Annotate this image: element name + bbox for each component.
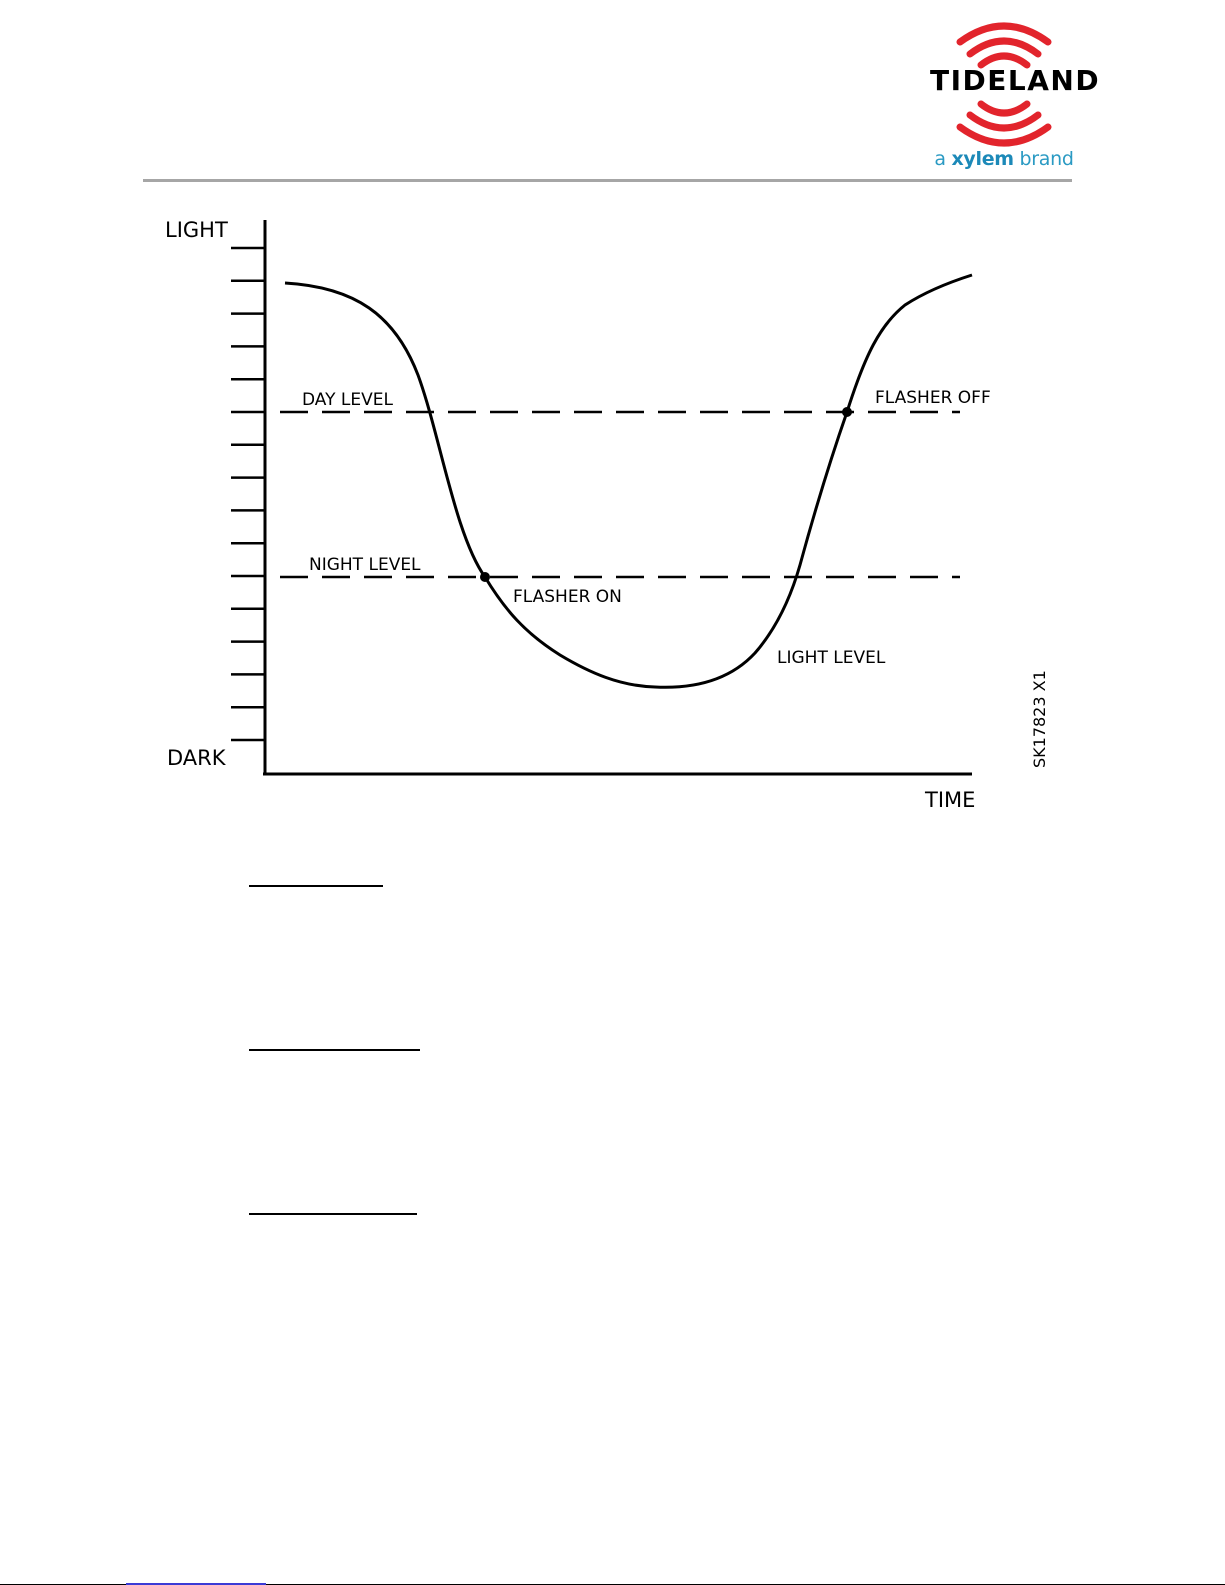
light-level-label: LIGHT LEVEL (777, 648, 886, 668)
brand-tagline: a xylem brand (930, 148, 1078, 170)
day-level-label: DAY LEVEL (302, 390, 393, 410)
x-axis-label: TIME (924, 788, 975, 812)
brand-suffix: brand (1013, 148, 1074, 170)
drawing-id: SK17823 X1 (1030, 670, 1049, 768)
light-level-curve (284, 273, 973, 689)
flasher-off-label: FLASHER OFF (875, 388, 991, 408)
section-heading-underline-3 (249, 1213, 417, 1215)
y-axis-ticks (231, 246, 265, 742)
header-divider (143, 179, 1072, 182)
night-level-label: NIGHT LEVEL (309, 555, 421, 575)
light-level-diagram: LIGHT DARK TIME DAY LEVEL NIGHT LEVEL FL… (165, 218, 1049, 812)
flasher-on-point (480, 572, 490, 582)
brand-name: xylem (951, 148, 1014, 170)
signal-arcs-icon (956, 22, 1052, 147)
brand-prefix: a (934, 148, 952, 170)
flasher-on-label: FLASHER ON (513, 587, 622, 607)
footer-link[interactable] (126, 1583, 266, 1585)
tideland-logo: TIDELAND a xylem brand (930, 12, 1101, 177)
section-heading-underline-2 (249, 1049, 420, 1051)
y-axis-top-label: LIGHT (165, 218, 228, 242)
y-axis-bottom-label: DARK (167, 746, 227, 770)
flasher-off-point (842, 407, 852, 417)
section-heading-underline-1 (249, 885, 383, 887)
logo-wordmark: TIDELAND (930, 64, 1101, 97)
